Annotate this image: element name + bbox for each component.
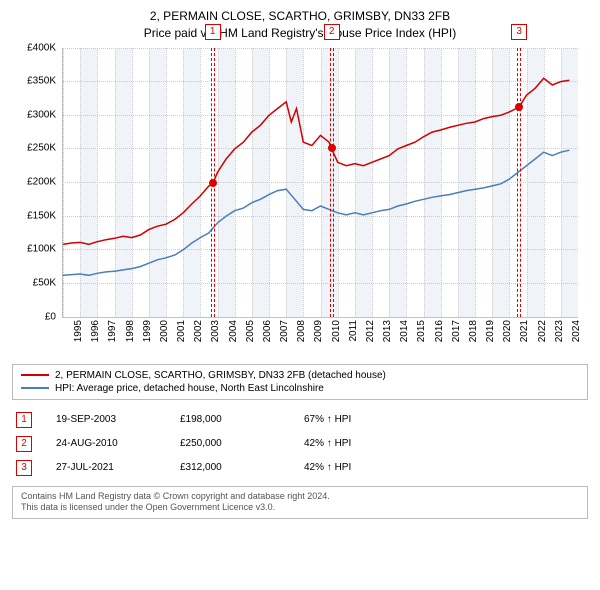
transaction-row-badge: 1 (16, 412, 32, 428)
x-tick-label: 2006 (262, 320, 273, 342)
x-tick-label: 2004 (228, 320, 239, 342)
x-tick-label: 1997 (107, 320, 118, 342)
y-tick-label: £50K (33, 277, 56, 288)
x-tick-label: 2023 (554, 320, 565, 342)
title-subtitle: Price paid vs. HM Land Registry's House … (12, 25, 588, 42)
transaction-row: 1 19-SEP-2003 £198,000 67% ↑ HPI (12, 408, 588, 432)
transaction-marker-badge: 2 (324, 24, 340, 40)
transaction-pct: 67% ↑ HPI (304, 414, 404, 425)
legend-row: HPI: Average price, detached house, Nort… (21, 382, 579, 395)
chart-area: £0£50K£100K£150K£200K£250K£300K£350K£400… (12, 48, 588, 358)
title-block: 2, PERMAIN CLOSE, SCARTHO, GRIMSBY, DN33… (12, 8, 588, 42)
transaction-row-badge: 2 (16, 436, 32, 452)
legend-box: 2, PERMAIN CLOSE, SCARTHO, GRIMSBY, DN33… (12, 364, 588, 400)
x-tick-label: 2020 (502, 320, 513, 342)
y-axis: £0£50K£100K£150K£200K£250K£300K£350K£400… (12, 48, 60, 318)
plot-area: 123 (62, 48, 578, 318)
transaction-price: £250,000 (180, 438, 280, 449)
series-line-hpi (63, 150, 569, 275)
legend-swatch (21, 387, 49, 389)
x-tick-label: 2002 (193, 320, 204, 342)
x-tick-label: 2017 (451, 320, 462, 342)
footer-attribution: Contains HM Land Registry data © Crown c… (12, 486, 588, 519)
transaction-row: 2 24-AUG-2010 £250,000 42% ↑ HPI (12, 432, 588, 456)
x-tick-label: 2015 (416, 320, 427, 342)
legend-label: HPI: Average price, detached house, Nort… (55, 383, 324, 394)
x-tick-label: 1995 (73, 320, 84, 342)
x-tick-label: 2012 (365, 320, 376, 342)
transaction-date: 24-AUG-2010 (56, 438, 156, 449)
x-tick-label: 2016 (434, 320, 445, 342)
x-tick-label: 2021 (519, 320, 530, 342)
transaction-price: £312,000 (180, 462, 280, 473)
x-tick-label: 2009 (313, 320, 324, 342)
x-tick-label: 1999 (142, 320, 153, 342)
transaction-date: 27-JUL-2021 (56, 462, 156, 473)
transaction-marker-band (517, 48, 521, 317)
x-tick-label: 2024 (571, 320, 582, 342)
x-tick-label: 2001 (176, 320, 187, 342)
marker-table: 1 19-SEP-2003 £198,000 67% ↑ HPI 2 24-AUG-201… (12, 408, 588, 480)
x-tick-label: 2014 (399, 320, 410, 342)
y-tick-label: £200K (27, 177, 56, 188)
transaction-row: 3 27-JUL-2021 £312,000 42% ↑ HPI (12, 456, 588, 480)
x-tick-label: 2005 (245, 320, 256, 342)
x-tick-label: 2022 (537, 320, 548, 342)
transaction-date: 19-SEP-2003 (56, 414, 156, 425)
x-tick-label: 2013 (382, 320, 393, 342)
transaction-price: £198,000 (180, 414, 280, 425)
transaction-pct: 42% ↑ HPI (304, 462, 404, 473)
legend-swatch (21, 374, 49, 376)
y-tick-label: £300K (27, 109, 56, 120)
y-tick-label: £150K (27, 210, 56, 221)
x-tick-label: 2018 (468, 320, 479, 342)
transaction-marker-badge: 1 (205, 24, 221, 40)
x-tick-label: 2019 (485, 320, 496, 342)
x-axis: 1995 1996 1997 1998 1999 2000 2001 2002 2003 2004… (62, 318, 578, 358)
x-tick-label: 1996 (90, 320, 101, 342)
legend-row: 2, PERMAIN CLOSE, SCARTHO, GRIMSBY, DN33… (21, 369, 579, 382)
x-tick-label: 2007 (279, 320, 290, 342)
chart-container: 2, PERMAIN CLOSE, SCARTHO, GRIMSBY, DN33… (0, 0, 600, 590)
transaction-marker-dot (209, 179, 217, 187)
legend-label: 2, PERMAIN CLOSE, SCARTHO, GRIMSBY, DN33… (55, 370, 386, 381)
transaction-marker-badge: 3 (511, 24, 527, 40)
y-tick-label: £350K (27, 76, 56, 87)
y-tick-label: £0 (45, 311, 56, 322)
transaction-row-badge: 3 (16, 460, 32, 476)
x-tick-label: 2000 (159, 320, 170, 342)
y-tick-label: £100K (27, 244, 56, 255)
x-tick-label: 2011 (347, 320, 358, 342)
footer-line1: Contains HM Land Registry data © Crown c… (21, 491, 579, 503)
transaction-marker-band (330, 48, 334, 317)
x-tick-label: 2003 (210, 320, 221, 342)
series-line-price_paid (63, 78, 569, 244)
x-tick-label: 2010 (331, 320, 342, 342)
transaction-marker-dot (515, 103, 523, 111)
y-tick-label: £250K (27, 143, 56, 154)
x-tick-label: 2008 (296, 320, 307, 342)
footer-line2: This data is licensed under the Open Gov… (21, 502, 579, 514)
transaction-marker-dot (328, 144, 336, 152)
x-tick-label: 1998 (125, 320, 136, 342)
title-address: 2, PERMAIN CLOSE, SCARTHO, GRIMSBY, DN33… (12, 8, 588, 25)
chart-lines (63, 48, 578, 317)
y-tick-label: £400K (27, 42, 56, 53)
transaction-pct: 42% ↑ HPI (304, 438, 404, 449)
